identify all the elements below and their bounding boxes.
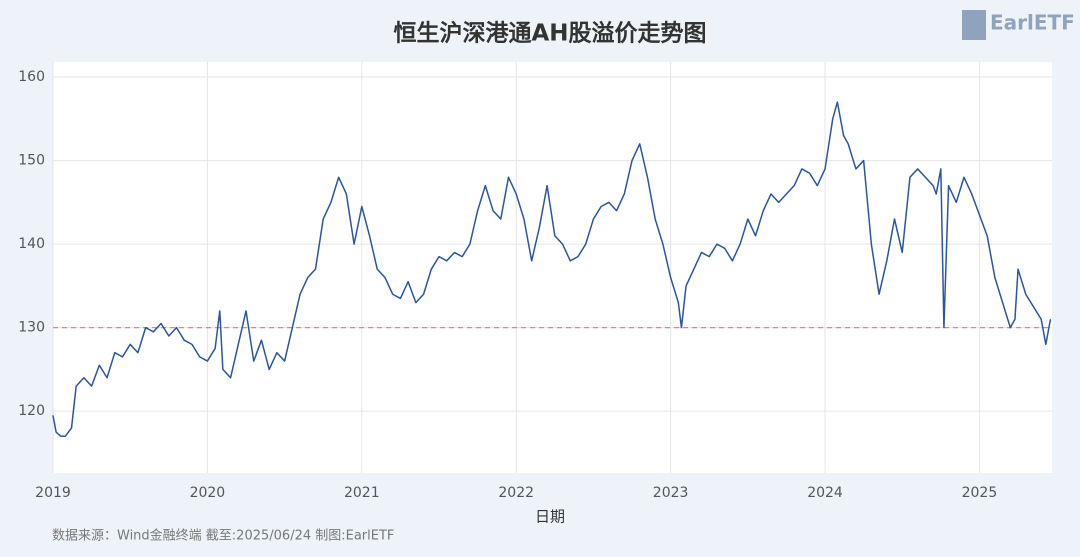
logo-icon bbox=[962, 10, 986, 40]
data-line bbox=[52, 101, 1052, 437]
logo: EarlETF bbox=[990, 11, 1075, 35]
x-tick-label: 2025 bbox=[962, 485, 998, 501]
chart-title: 恒生沪深港通AH股溢价走势图 bbox=[393, 20, 706, 47]
y-tick-label: 130 bbox=[18, 320, 45, 336]
x-tick-label: 2019 bbox=[35, 485, 71, 501]
x-axis-label: 日期 bbox=[535, 508, 565, 526]
x-tick-label: 2023 bbox=[653, 485, 689, 501]
x-tick-label: 2022 bbox=[498, 485, 534, 501]
y-tick-label: 160 bbox=[18, 69, 45, 85]
y-tick-label: 120 bbox=[18, 403, 45, 419]
y-tick-label: 150 bbox=[18, 153, 45, 169]
x-tick-label: 2024 bbox=[807, 485, 843, 501]
y-tick-label: 140 bbox=[18, 236, 45, 252]
x-tick-label: 2020 bbox=[190, 485, 226, 501]
source-note: 数据来源：Wind金融终端 截至:2025/06/24 制图:EarlETF bbox=[52, 528, 394, 544]
x-tick-label: 2021 bbox=[344, 485, 380, 501]
